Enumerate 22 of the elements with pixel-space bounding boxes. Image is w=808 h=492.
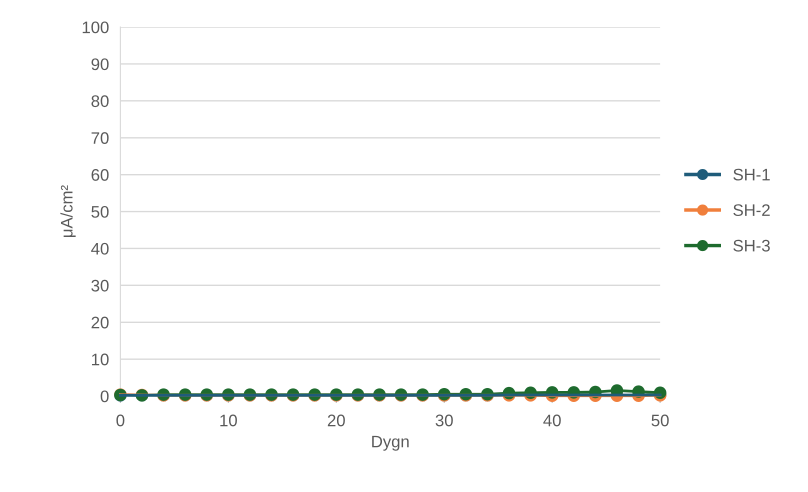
legend-label: SH-3	[733, 240, 770, 252]
y-tick-label: 80	[91, 95, 109, 108]
x-tick-label: 50	[652, 414, 669, 426]
x-tick-label: 0	[116, 414, 124, 426]
legend-label: SH-2	[733, 204, 770, 216]
y-tick-label: 30	[91, 280, 109, 292]
y-tick-label: 90	[92, 58, 109, 70]
y-tick-label: 10	[92, 354, 109, 366]
x-axis-title: Dygn	[372, 436, 409, 451]
y-tick-label: 40	[91, 242, 109, 255]
y-tick-label: 60	[92, 169, 109, 181]
y-tick-label: 20	[92, 316, 109, 328]
x-tick-label: 10	[220, 414, 237, 426]
y-tick-label: 50	[91, 206, 109, 218]
x-tick-label: 30	[436, 414, 453, 426]
y-tick-label: 0	[100, 390, 109, 402]
y-tick-label: 100	[82, 21, 109, 34]
legend-label: SH-1	[733, 168, 770, 180]
y-axis-title: μA/cm²	[60, 185, 76, 237]
x-tick-label: 40	[543, 414, 561, 426]
y-tick-label: 70	[92, 132, 109, 144]
x-tick-label: 20	[328, 414, 345, 426]
